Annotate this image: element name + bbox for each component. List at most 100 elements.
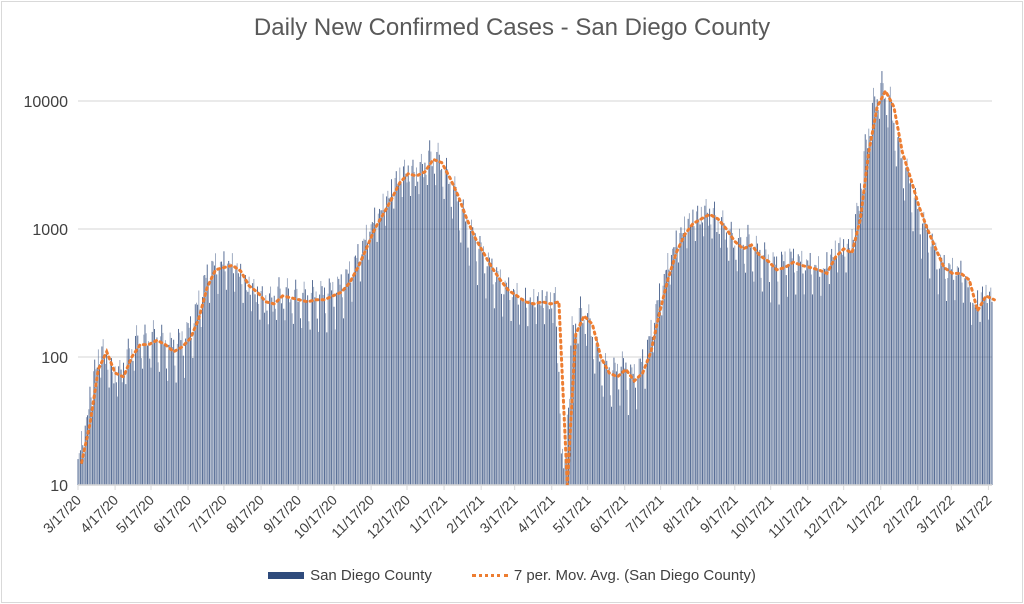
daily-bar <box>577 343 579 485</box>
daily-bar <box>980 292 982 485</box>
daily-bar <box>277 286 279 485</box>
daily-bar <box>274 308 276 485</box>
x-tick-label: 1/17/21 <box>406 492 450 536</box>
daily-bar <box>492 284 494 485</box>
daily-bar <box>532 304 534 485</box>
daily-bar <box>341 297 343 485</box>
daily-bar <box>956 266 958 485</box>
daily-bar <box>351 301 353 485</box>
daily-bar <box>498 278 500 485</box>
daily-bar <box>111 358 112 485</box>
daily-bar <box>623 358 624 485</box>
daily-bar <box>691 226 693 486</box>
daily-bar <box>820 295 822 485</box>
daily-bar <box>783 261 785 485</box>
daily-bar <box>554 287 556 485</box>
daily-bar <box>621 351 623 485</box>
daily-bar <box>765 249 767 485</box>
daily-bar <box>296 288 298 485</box>
daily-bar <box>100 377 102 485</box>
daily-bar <box>466 218 468 486</box>
daily-bar <box>284 320 286 485</box>
daily-bar <box>635 387 636 485</box>
daily-bar <box>599 361 601 485</box>
daily-bar <box>990 287 992 485</box>
daily-bar <box>491 258 493 485</box>
daily-bar <box>413 171 415 486</box>
daily-bar <box>729 229 731 485</box>
daily-bar <box>155 341 157 485</box>
daily-bar <box>723 223 725 485</box>
daily-bar <box>538 292 540 485</box>
daily-bar <box>395 171 397 485</box>
daily-bar <box>552 323 554 485</box>
daily-bar <box>108 387 110 485</box>
daily-bar <box>987 319 989 485</box>
daily-bar <box>766 260 768 485</box>
daily-bar <box>502 316 504 485</box>
daily-bar <box>227 263 228 485</box>
daily-bar <box>911 212 913 485</box>
daily-bar <box>782 254 784 485</box>
daily-bar <box>412 159 414 486</box>
x-tick-label: 6/17/20 <box>150 492 194 536</box>
daily-bar <box>461 209 463 485</box>
daily-bar <box>741 249 743 485</box>
daily-bar <box>352 276 354 485</box>
daily-bar <box>119 360 121 485</box>
daily-bar <box>977 290 979 485</box>
daily-bar <box>808 264 810 485</box>
daily-bar <box>976 307 977 485</box>
daily-bar <box>263 299 264 485</box>
daily-bar <box>654 322 656 485</box>
daily-bar <box>222 264 224 485</box>
daily-bar <box>89 386 91 485</box>
daily-bar <box>868 128 870 485</box>
daily-bar <box>151 331 153 485</box>
daily-bar <box>315 291 317 485</box>
daily-bar <box>792 248 794 485</box>
daily-bar <box>779 267 781 485</box>
x-tick-label: 4/17/20 <box>77 492 121 536</box>
daily-bar <box>784 251 786 485</box>
legend-line-label: 7 per. Mov. Avg. (San Diego County) <box>513 567 756 584</box>
daily-bar <box>265 295 267 485</box>
daily-bar <box>280 303 282 485</box>
daily-bar <box>572 325 574 485</box>
daily-bar <box>848 239 849 485</box>
daily-bar <box>331 290 333 485</box>
daily-bar <box>420 153 422 486</box>
daily-bar <box>989 291 991 485</box>
daily-bar <box>576 334 578 485</box>
daily-bar <box>150 367 152 485</box>
daily-bar <box>824 268 825 485</box>
daily-bar <box>187 323 189 485</box>
daily-bar <box>755 235 757 485</box>
daily-bar <box>596 336 598 485</box>
daily-bar <box>539 304 541 485</box>
daily-bar <box>180 340 182 485</box>
daily-bar <box>730 221 732 486</box>
daily-bar <box>761 291 763 485</box>
daily-bar <box>474 233 476 485</box>
daily-bar <box>197 304 199 485</box>
daily-bar <box>434 173 435 486</box>
daily-bar <box>541 290 543 485</box>
daily-bar <box>229 263 231 485</box>
daily-bar <box>700 206 702 486</box>
daily-bar <box>796 270 798 485</box>
daily-bar <box>246 290 248 485</box>
daily-bar <box>221 261 222 485</box>
daily-bar <box>459 230 461 485</box>
daily-bar <box>553 293 555 485</box>
daily-bar <box>673 247 675 485</box>
daily-bar <box>419 162 421 485</box>
daily-bar <box>917 208 919 485</box>
daily-bar <box>148 341 150 485</box>
daily-bar <box>619 405 621 485</box>
daily-bar <box>633 364 635 485</box>
daily-bar <box>637 375 639 485</box>
daily-bar <box>144 324 146 485</box>
daily-bar <box>759 249 761 485</box>
daily-bar <box>850 251 852 485</box>
